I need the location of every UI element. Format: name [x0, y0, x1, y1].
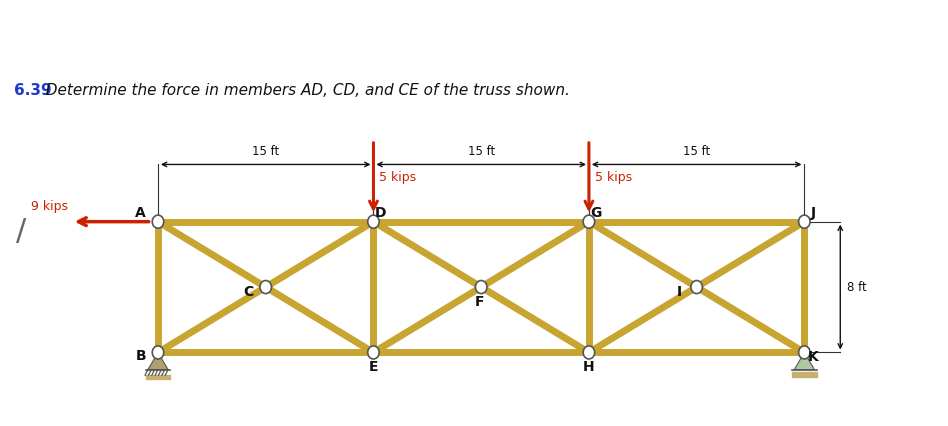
Circle shape — [153, 215, 164, 228]
Text: 6.39: 6.39 — [14, 83, 52, 98]
Text: 15 ft: 15 ft — [252, 145, 280, 158]
Text: 3. Find CD and CE using Method of Sections: 3. Find CD and CE using Method of Sectio… — [11, 27, 526, 47]
Text: D: D — [374, 207, 387, 221]
Text: I: I — [677, 285, 682, 299]
Text: F: F — [475, 295, 484, 309]
Text: H: H — [583, 360, 594, 374]
Polygon shape — [794, 352, 814, 370]
Text: C: C — [244, 285, 254, 299]
Circle shape — [368, 215, 379, 228]
Text: A: A — [136, 207, 146, 221]
Text: 5 kips: 5 kips — [594, 171, 631, 184]
Text: 8 ft: 8 ft — [848, 281, 867, 294]
Circle shape — [798, 215, 811, 228]
Polygon shape — [148, 352, 168, 370]
Text: K: K — [808, 350, 818, 364]
Text: G: G — [591, 207, 602, 221]
Text: B: B — [136, 349, 146, 363]
Text: Determine the force in members AD, CD, and CE of the truss shown.: Determine the force in members AD, CD, a… — [36, 83, 570, 98]
Circle shape — [368, 346, 379, 359]
Circle shape — [153, 346, 164, 359]
Circle shape — [476, 280, 487, 294]
Circle shape — [691, 280, 702, 294]
Circle shape — [260, 280, 271, 294]
Circle shape — [583, 215, 594, 228]
Text: 15 ft: 15 ft — [467, 145, 495, 158]
Text: /: / — [16, 217, 27, 246]
Text: E: E — [369, 360, 378, 374]
Text: 9 kips: 9 kips — [30, 201, 67, 213]
Circle shape — [583, 346, 594, 359]
Text: 5 kips: 5 kips — [379, 171, 416, 184]
Text: 15 ft: 15 ft — [683, 145, 710, 158]
Text: J: J — [811, 207, 815, 221]
Circle shape — [798, 346, 811, 359]
